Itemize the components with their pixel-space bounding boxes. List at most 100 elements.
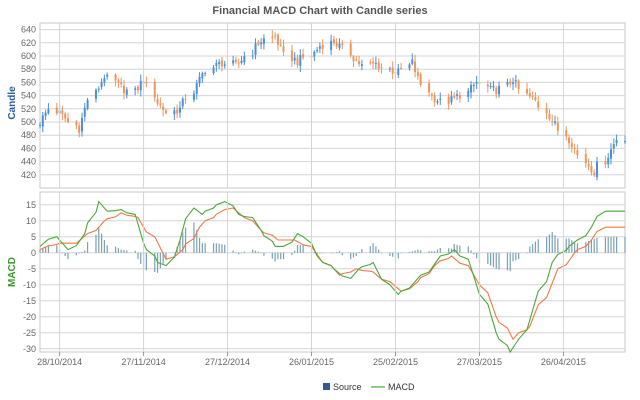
macd-y-tick-label: 5: [31, 232, 36, 242]
histogram-bar: [378, 249, 380, 253]
candle-body: [262, 38, 265, 44]
histogram-bar: [162, 252, 164, 264]
candle-body: [41, 115, 44, 127]
macd-plot-area: [39, 191, 626, 353]
candle-body: [534, 97, 537, 101]
candle-body: [514, 79, 517, 82]
histogram-bar: [44, 247, 47, 253]
candle-body: [313, 51, 316, 57]
candle-body: [433, 95, 436, 103]
histogram-bar: [296, 244, 299, 253]
histogram-bar: [476, 252, 478, 259]
histogram-bar: [537, 239, 539, 253]
histogram-bar: [470, 250, 472, 253]
candle-body: [302, 54, 305, 58]
candle-body: [145, 82, 148, 84]
candle-body: [391, 67, 394, 74]
histogram-bar: [369, 246, 371, 253]
macd-y-tick-label: -25: [23, 328, 36, 338]
histogram-bar: [585, 242, 587, 253]
candle-y-tick-label: 480: [21, 130, 36, 140]
candle-body: [358, 61, 361, 65]
candle-body: [486, 84, 489, 87]
histogram-bar: [450, 248, 453, 253]
histogram-bar: [106, 245, 108, 253]
candle-body: [212, 67, 215, 74]
histogram-bar: [515, 252, 517, 261]
histogram-bar: [372, 243, 374, 253]
macd-y-tick-label: -20: [23, 312, 36, 322]
histogram-series: [39, 222, 626, 273]
candle-body: [489, 86, 492, 88]
candle-body: [436, 101, 439, 103]
candle-body: [198, 76, 201, 84]
histogram-bar: [280, 252, 282, 260]
histogram-bar: [274, 252, 276, 262]
histogram-bar: [224, 244, 226, 253]
candle-y-tick-label: 560: [21, 77, 36, 87]
candle-body: [545, 108, 548, 114]
candle-body: [122, 85, 125, 94]
candle-body: [596, 161, 599, 178]
candle-body: [260, 42, 263, 45]
candle-body: [573, 148, 576, 150]
macd-y-tick-label: 0: [31, 248, 36, 258]
candle-body: [388, 68, 391, 70]
candle-body: [604, 161, 607, 165]
histogram-bar: [103, 240, 105, 253]
histogram-bar: [282, 252, 285, 260]
candle-body: [355, 59, 358, 61]
candle-body: [215, 63, 218, 66]
histogram-bar: [607, 236, 609, 253]
candle-body: [349, 43, 352, 56]
histogram-bar: [117, 248, 119, 253]
histogram-bar: [380, 252, 383, 254]
histogram-bar: [565, 238, 567, 253]
legend-macd-label[interactable]: MACD: [388, 382, 415, 392]
histogram-bar: [56, 245, 58, 253]
histogram-bar: [313, 252, 315, 253]
histogram-bar: [456, 244, 458, 253]
histogram-bar: [613, 236, 615, 253]
candle-body: [164, 110, 167, 113]
candle-body: [66, 118, 69, 122]
x-tick-label: 26/04/2015: [541, 357, 586, 367]
legend-source-label[interactable]: Source: [333, 382, 362, 392]
candle-body: [335, 42, 338, 47]
candle-body: [162, 106, 165, 111]
macd-gridlines: [40, 204, 625, 350]
candle-body: [232, 60, 235, 64]
candle-body: [293, 57, 296, 61]
x-tick-label: 28/10/2014: [37, 357, 82, 367]
candle-body: [282, 46, 285, 52]
candle-body: [136, 86, 139, 91]
legend-source-swatch[interactable]: [323, 383, 330, 390]
histogram-bar: [154, 252, 156, 272]
candle-body: [475, 82, 478, 84]
x-axis-ticks: 28/10/2014 27/11/2014 27/12/2014 26/01/2015…: [37, 23, 586, 367]
candle-body: [257, 41, 260, 45]
candle-body: [624, 141, 626, 143]
histogram-bar: [120, 249, 122, 253]
candle-body: [120, 82, 123, 85]
candle-body: [467, 90, 470, 97]
histogram-bar: [302, 244, 304, 253]
macd-y-tick-label: 15: [26, 200, 36, 210]
candle-body: [75, 121, 78, 126]
candle-body: [526, 88, 529, 94]
histogram-bar: [358, 252, 360, 253]
candle-body: [408, 64, 411, 69]
histogram-bar: [78, 252, 80, 254]
histogram-bar: [506, 252, 509, 271]
x-tick-label: 27/11/2014: [121, 357, 165, 367]
histogram-bar: [487, 252, 489, 264]
candle-body: [97, 88, 100, 90]
candle-body: [192, 93, 195, 100]
candle-body: [125, 89, 128, 95]
candle-body: [64, 113, 67, 119]
histogram-bar: [375, 246, 377, 253]
histogram-bar: [352, 252, 355, 258]
candle-body: [411, 59, 414, 64]
